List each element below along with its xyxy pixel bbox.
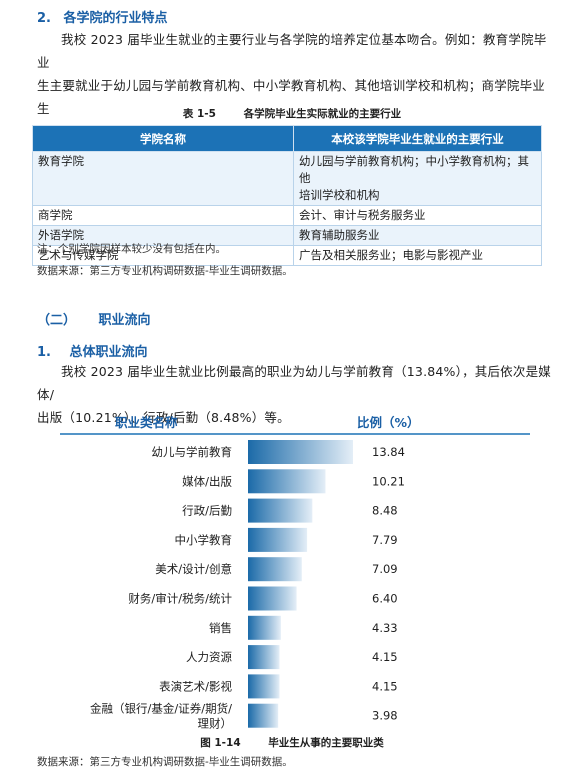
chart-bar [248,703,279,728]
chart-value-label: 7.09 [372,562,398,576]
table-note: 注：个别学院因样本较少没有包括在内。 [37,243,226,255]
chart-category-label: 行政/后勤 [182,504,232,518]
chart-bar [248,469,326,494]
chart-bar [248,440,353,464]
chart-value-label: 4.33 [372,621,398,635]
chart-bar [248,586,297,611]
occupation-paragraph: 我校 2023 届毕业生就业比例最高的职业为幼儿与学前教育（13.84%），其后… [37,360,567,429]
table-cell-industry: 幼儿园与学前教育机构；中小学教育机构；其他 培训学校和机构 [293,151,542,206]
subsection-title: 总体职业流向 [69,345,148,360]
section-title: 各学院的行业特点 [63,11,168,26]
figure-caption: 图 1-14 毕业生从事的主要职业类 [37,735,547,750]
paragraph-line: 出版（10.21%）、行政/后勤（8.48%）等。 [37,410,290,425]
table-cell-college: 教育学院 [32,151,294,206]
chart-category-label: 销售 [209,621,232,635]
part-title: 职业流向 [98,313,151,328]
chart-bar [248,674,280,699]
part-number: （二） [37,313,77,328]
chart-header-category: 职业类名称 [115,415,178,430]
industry-table: 学院名称 本校该学院毕业生就业的主要行业 教育学院 幼儿园与学前教育机构；中小学… [32,125,542,266]
chart-category-label: 表演艺术/影视 [159,679,232,693]
table-cell-industry: 教育辅助服务业 [293,225,542,246]
chart-bar [248,527,308,552]
chart-category-label: 金融（银行/基金/证券/期货/ [90,702,232,716]
chart-category-label: 幼儿与学前教育 [152,445,233,459]
table-header-cell: 本校该学院毕业生就业的主要行业 [293,125,542,152]
table-row: 艺术与传媒学院 广告及相关服务业；电影与影视产业 [32,245,542,266]
chart-value-label: 7.79 [372,533,398,547]
figure-caption-number: 图 1-14 [200,737,241,749]
subsection-number: 1. [37,345,51,360]
chart-category-label: 财务/审计/税务/统计 [128,592,232,606]
section-heading: 2. 各学院的行业特点 [37,7,168,26]
chart-category-label: 美术/设计/创意 [155,562,232,576]
industry-line: 幼儿园与学前教育机构；中小学教育机构；其他 [299,154,529,185]
chart-value-label: 8.48 [372,504,398,518]
paragraph-line: 我校 2023 届毕业生就业比例最高的职业为幼儿与学前教育（13.84%），其后… [37,364,551,402]
paragraph-line: 生主要就业于幼儿园与学前教育机构、中小学教育机构、其他培训学校和机构；商学院毕业… [37,78,546,116]
table-row: 教育学院 幼儿园与学前教育机构；中小学教育机构；其他 培训学校和机构 [32,151,542,206]
chart-category-label: 媒体/出版 [182,474,232,488]
chart-bar [248,615,281,640]
figure-caption-title: 毕业生从事的主要职业类 [268,737,384,749]
chart-header-value: 比例（%） [357,415,420,430]
chart-bars-group: 幼儿与学前教育 13.84 媒体/出版 10.21 行政/后勤 8.48 中小学教育 7.79… [90,440,405,731]
table-caption: 表 1-5 各学院毕业生实际就业的主要行业 [37,106,547,121]
chart-bar [248,557,302,582]
chart-value-label: 6.40 [372,592,398,606]
chart-value-label: 3.98 [372,709,398,723]
industry-line: 培训学校和机构 [299,188,380,202]
chart-bar [248,645,280,670]
chart-value-label: 10.21 [372,474,405,488]
chart-source: 数据来源：第三方专业机构调研数据-毕业生调研数据。 [37,756,293,768]
table-source: 数据来源：第三方专业机构调研数据-毕业生调研数据。 [37,265,293,277]
chart-bar [248,498,313,523]
paragraph-line: 我校 2023 届毕业生就业的主要行业与各学院的培养定位基本吻合。例如：教育学院… [37,32,547,70]
table-row: 外语学院 教育辅助服务业 [32,225,542,246]
table-caption-title: 各学院毕业生实际就业的主要行业 [243,108,402,120]
chart-value-label: 4.15 [372,679,398,693]
table-row: 商学院 会计、审计与税务服务业 [32,205,542,226]
chart-category-label: 理财） [198,717,233,731]
table-header-cell: 学院名称 [32,125,294,152]
table-header-row: 学院名称 本校该学院毕业生就业的主要行业 [32,125,542,152]
table-cell-college: 艺术与传媒学院 [32,245,294,266]
chart-category-label: 中小学教育 [175,533,233,547]
table-caption-number: 表 1-5 [182,108,216,120]
table-cell-industry: 广告及相关服务业；电影与影视产业 [293,245,542,266]
section-number: 2. [37,11,51,26]
chart-value-label: 13.84 [372,445,405,459]
chart-category-label: 人力资源 [186,650,232,664]
chart-value-label: 4.15 [372,650,398,664]
subsection-heading: 1. 总体职业流向 [37,341,148,360]
part-heading: （二） 职业流向 [37,309,151,328]
